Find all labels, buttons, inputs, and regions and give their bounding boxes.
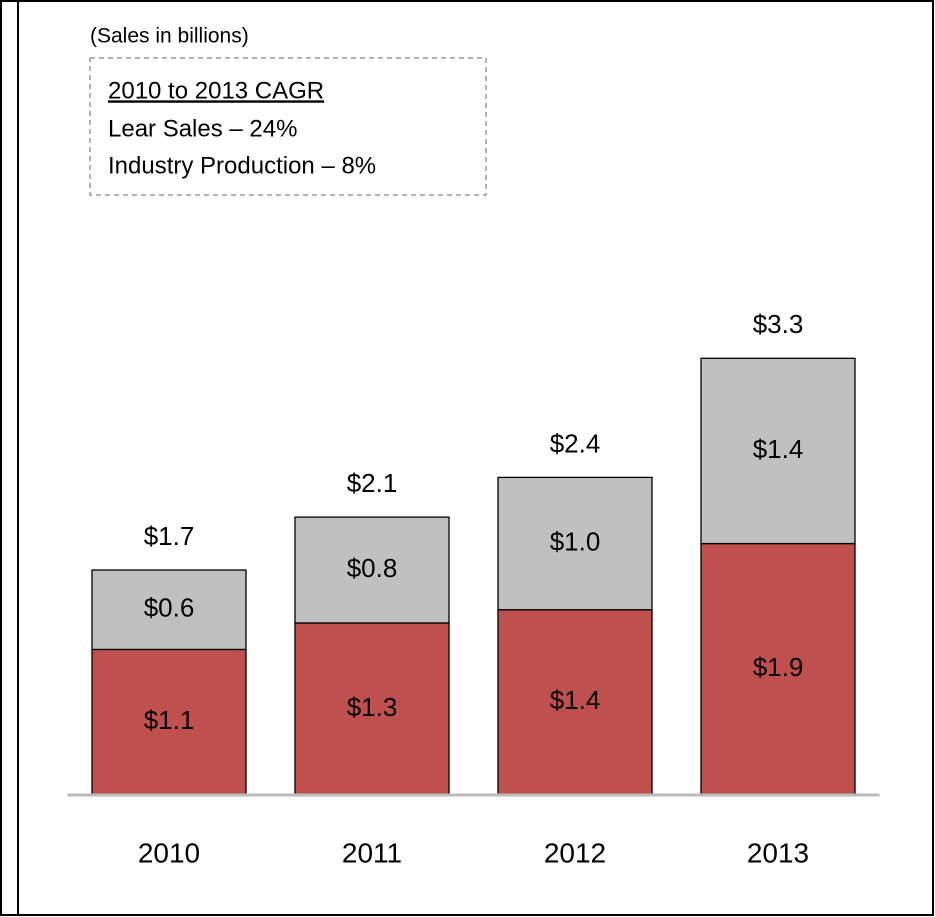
bar-segment <box>294 516 450 624</box>
value-label: $1.4 <box>753 434 804 464</box>
x-tick-label: 2010 <box>138 837 200 868</box>
total-label: $2.4 <box>550 428 601 458</box>
annotation-box <box>89 57 487 196</box>
annotation-line: Lear Sales – 24% <box>108 115 297 142</box>
total-label: $3.3 <box>753 309 804 339</box>
bar-segment <box>91 648 247 796</box>
subtitle: (Sales in billions) <box>90 25 249 48</box>
total-label: $2.1 <box>347 468 398 498</box>
x-tick-label: 2011 <box>342 837 402 868</box>
value-label: $0.8 <box>347 553 398 583</box>
value-label: $1.9 <box>753 652 804 682</box>
value-label: $0.6 <box>144 593 195 623</box>
value-label: $1.0 <box>550 526 601 556</box>
x-tick-label: 2012 <box>544 837 606 868</box>
annotation-heading: 2010 to 2013 CAGR <box>108 77 324 104</box>
value-label: $1.1 <box>144 705 195 735</box>
bar-segment <box>700 357 856 545</box>
total-label: $1.7 <box>144 521 195 551</box>
bar-segment <box>294 622 450 796</box>
bar-segment <box>700 542 856 796</box>
bar-segment <box>497 476 653 611</box>
annotation-line: Industry Production – 8% <box>108 152 376 179</box>
value-label: $1.4 <box>550 685 601 715</box>
value-label: $1.3 <box>347 692 398 722</box>
x-tick-label: 2013 <box>747 837 809 868</box>
bar-segment <box>91 569 247 651</box>
